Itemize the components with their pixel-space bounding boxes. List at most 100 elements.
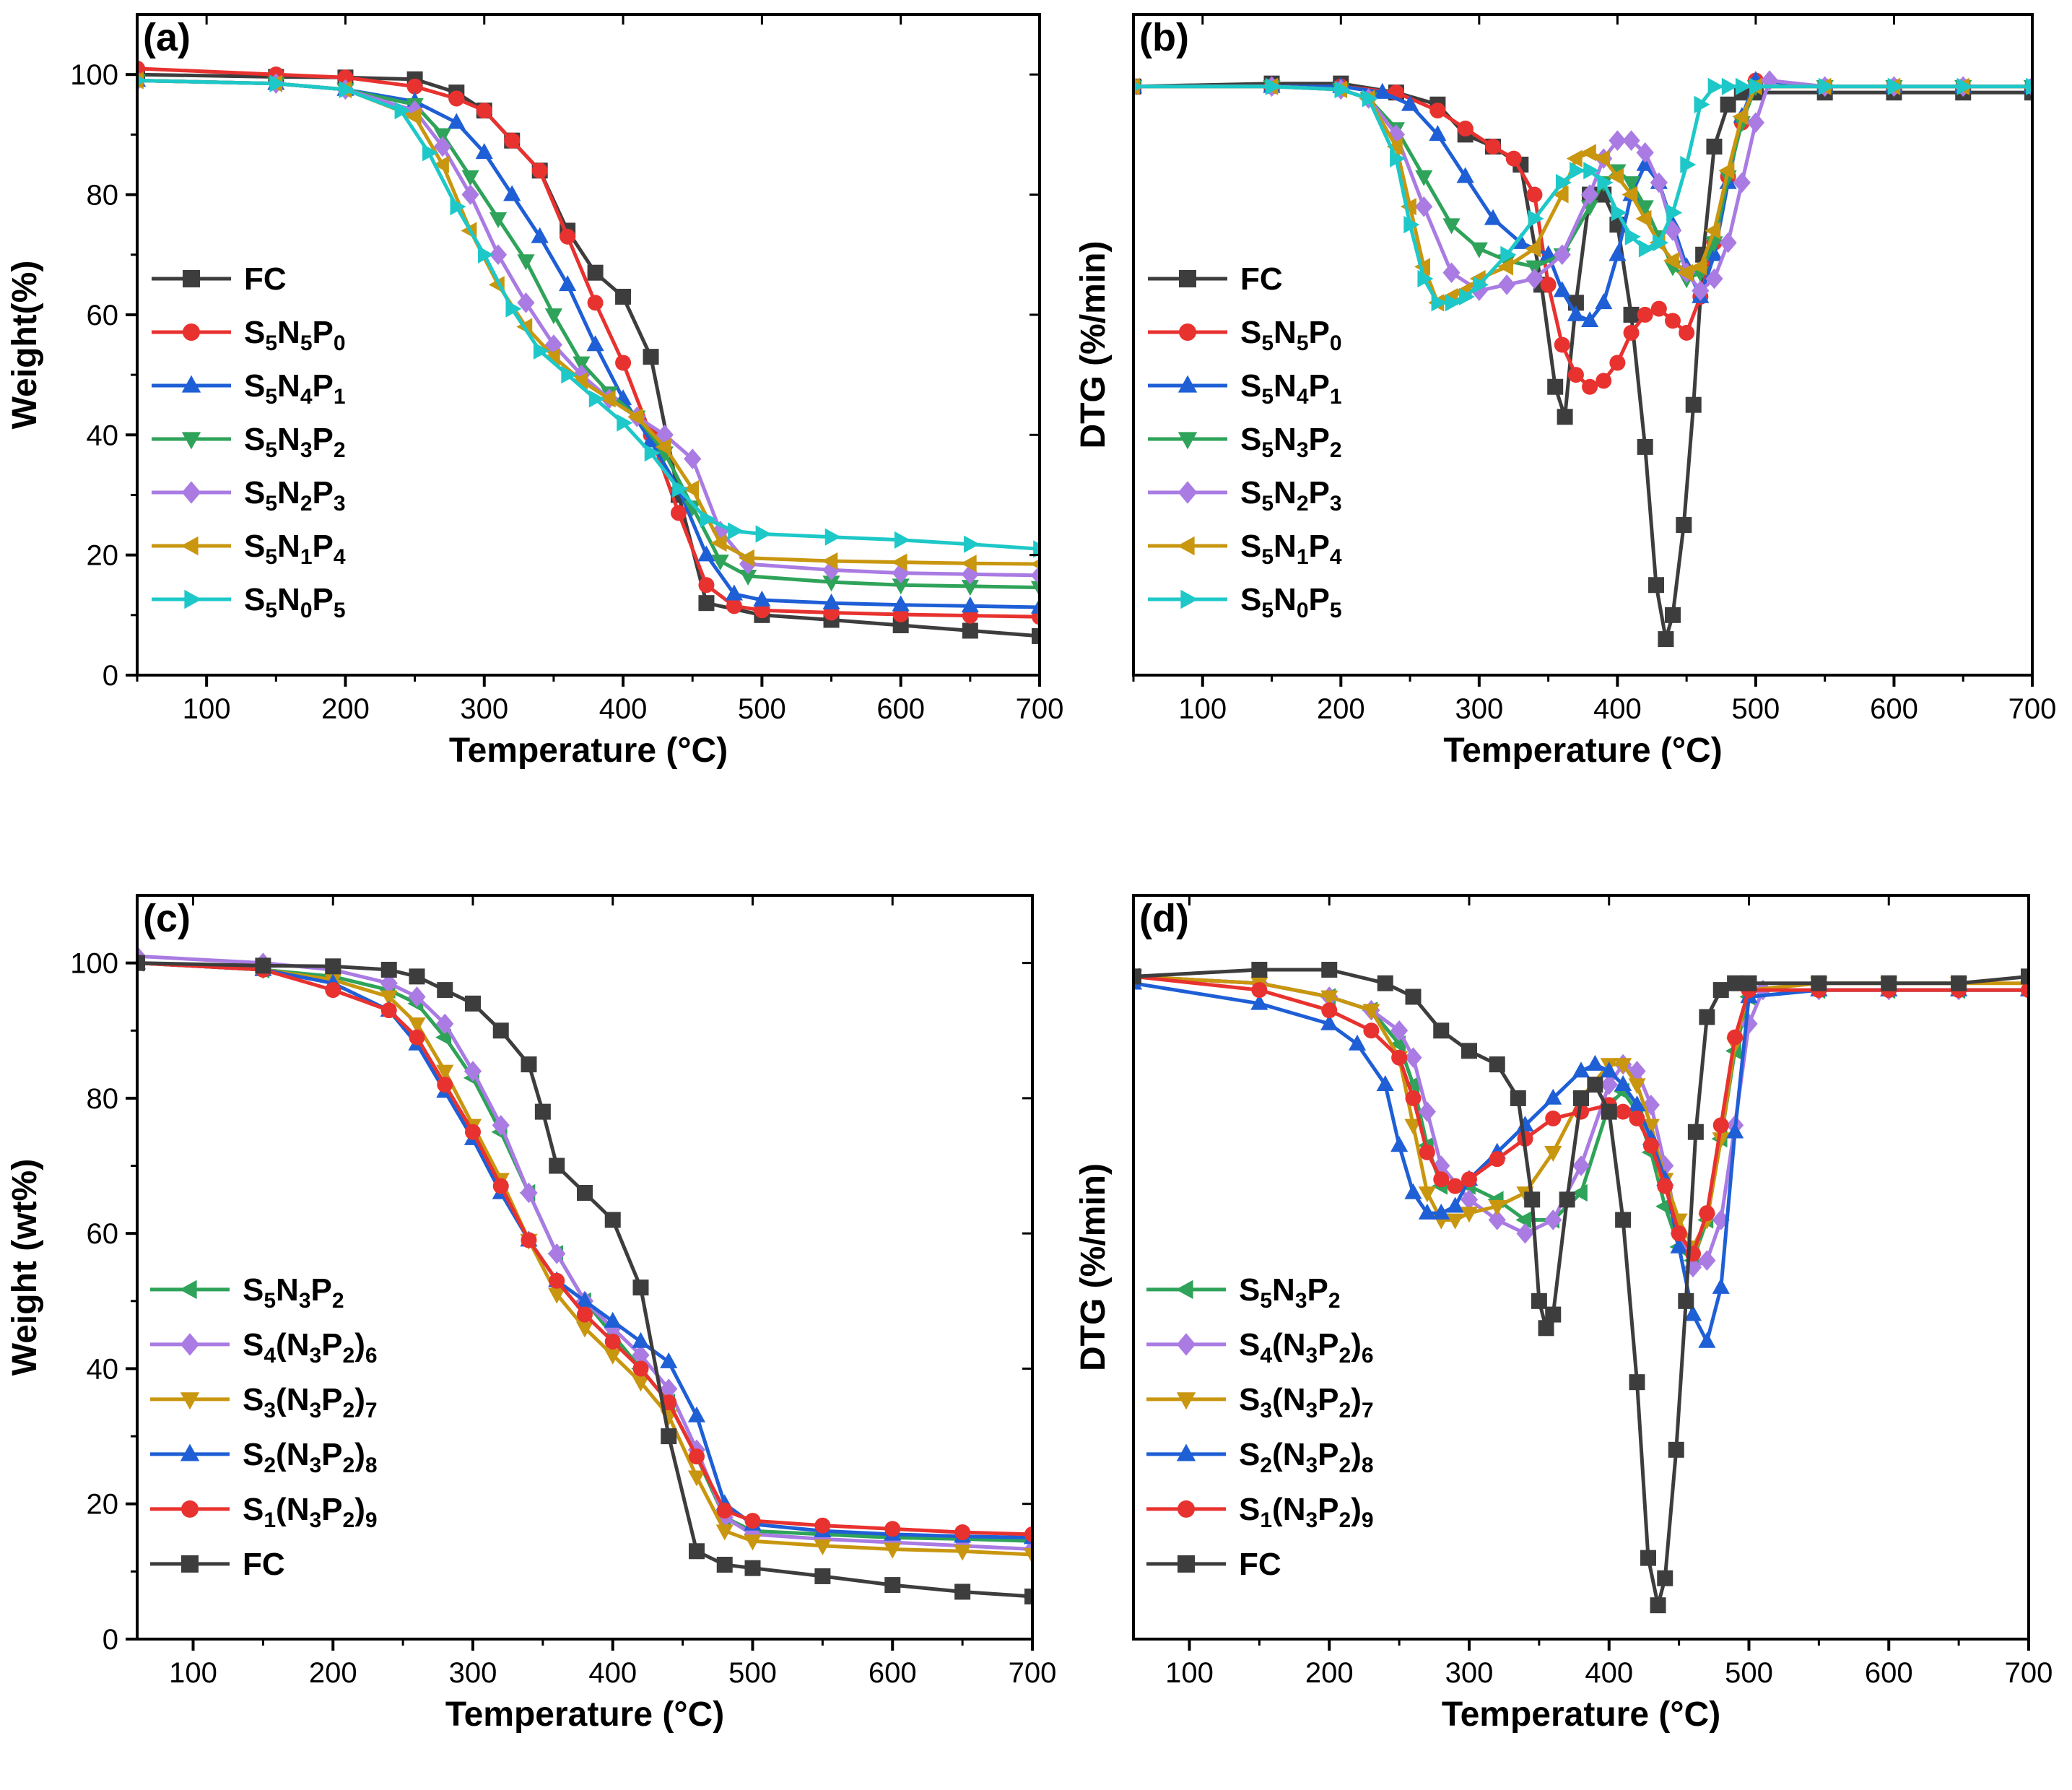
- data-point-s1-n3p2-9: [954, 1524, 971, 1541]
- data-point-fc: [1720, 96, 1736, 113]
- data-point-s5n0p5: [1458, 287, 1475, 306]
- data-point-s4-n3p2-6: [814, 1529, 832, 1550]
- series-fc: [1133, 962, 2029, 1614]
- data-point-s5n4p1: [753, 590, 771, 607]
- data-point-s5n5p0: [1567, 367, 1584, 383]
- data-point-s3-n3p2-7: [1418, 1186, 1436, 1203]
- data-point-s2-n3p2-8: [1446, 1196, 1464, 1213]
- series-s5n1p4: [137, 71, 1040, 573]
- data-point-s5n5p0: [531, 162, 548, 179]
- data-point-fc: [1559, 1191, 1575, 1208]
- panel-a: 100 200 300 400 500 600 700 0 20 40 60 80 100 Tempera…: [6, 13, 1063, 770]
- data-point-s5n3p2: [1470, 242, 1488, 258]
- data-point-s5n3p2: [684, 500, 702, 517]
- data-point-fc: [698, 595, 715, 612]
- data-point-s5n5p0: [337, 69, 354, 86]
- data-point-s1-n3p2-9: [814, 1517, 831, 1534]
- data-point-s5n0p5: [1528, 209, 1544, 227]
- data-point-fc: [1623, 306, 1640, 323]
- legend-marker-s5n1p4: [180, 536, 199, 556]
- data-point-s4-n3p2-6: [660, 1378, 678, 1399]
- data-point-s5n5p0: [504, 132, 521, 149]
- data-point-s5n5p0: [1623, 324, 1640, 341]
- data-point-fc: [1678, 1292, 1694, 1309]
- data-point-s5n4p1: [1553, 281, 1571, 297]
- data-point-s5n0p5: [1818, 77, 1834, 95]
- x-tick-label: 400: [588, 1657, 637, 1689]
- data-point-s1-n3p2-9: [380, 1002, 397, 1019]
- data-point-s5n5p0: [1485, 139, 1501, 155]
- legend-label-s5n5p0: S5​N5​P0​: [244, 315, 346, 355]
- data-point-s5n0p5: [2026, 77, 2032, 95]
- data-point-s1-n3p2-9: [1419, 1144, 1435, 1160]
- x-tick-label: 300: [1455, 693, 1503, 725]
- legend-label-fc: FC: [243, 1547, 285, 1582]
- legend-label-s5n1p4: S5​N1​P4​: [1240, 529, 1342, 569]
- data-point-fc: [1538, 1320, 1554, 1337]
- data-point-s2-n3p2-8: [1586, 1054, 1604, 1071]
- data-point-fc: [1665, 607, 1681, 623]
- plot-area: [1133, 962, 2029, 1614]
- x-axis-title: Temperature (°C): [445, 1695, 724, 1734]
- x-tick-label: 200: [321, 693, 370, 725]
- data-point-fc: [325, 958, 341, 975]
- data-point-s3-n3p2-7: [1404, 1118, 1422, 1135]
- data-point-s1-n3p2-9: [632, 1360, 649, 1377]
- legend-label-fc: FC: [1239, 1547, 1281, 1582]
- legend-item-fc: FC: [1146, 1547, 1281, 1582]
- data-point-s5n2p3: [1609, 130, 1627, 151]
- panel-d: 100 200 300 400 500 600 700 Temperature (°C) DTG…: [1074, 894, 2053, 1734]
- data-point-s5n3p2: [822, 575, 840, 592]
- data-point-s5n2p3: [1387, 124, 1406, 145]
- data-point-fc: [716, 1557, 733, 1573]
- x-tick-label: 100: [1165, 1657, 1214, 1689]
- data-point-s5n4p1: [1595, 293, 1613, 310]
- data-point-s5n1p4: [738, 549, 754, 567]
- legend-marker-fc: [1178, 1555, 1195, 1573]
- data-point-s4-n3p2-6: [744, 1524, 762, 1545]
- data-point-fc: [1587, 1077, 1603, 1093]
- series-s5n0p5: [1133, 77, 2032, 312]
- data-point-s5n2p3: [1553, 244, 1571, 266]
- data-point-s3-n3p2-7: [1642, 1118, 1660, 1135]
- data-point-s1-n3p2-9: [1447, 1178, 1463, 1194]
- data-point-s5n0p5: [755, 525, 772, 543]
- y-tick-label: 60: [87, 1218, 119, 1250]
- legend-label-s5n5p0: S5​N5​P0​: [1240, 315, 1342, 355]
- legend-item-fc: FC: [1148, 261, 1283, 297]
- data-point-s5n0p5: [1721, 77, 1738, 95]
- data-point-s1-n3p2-9: [1405, 1090, 1422, 1106]
- data-point-s1-n3p2-9: [1712, 1117, 1729, 1134]
- legend-marker-fc: [1179, 270, 1196, 287]
- data-point-s3-n3p2-7: [884, 1542, 902, 1559]
- data-point-s1-n3p2-9: [1642, 1137, 1659, 1154]
- data-point-s5n1p4: [710, 534, 727, 552]
- data-point-fc: [615, 288, 632, 305]
- legend-marker-s5n5p0: [1179, 323, 1196, 341]
- data-point-fc: [1545, 1306, 1562, 1323]
- data-point-s5n0p5: [1666, 204, 1683, 222]
- x-tick-label: 100: [183, 693, 231, 725]
- data-point-s3-n3p2-7: [436, 1064, 454, 1081]
- data-point-fc: [1032, 627, 1040, 644]
- data-point-s4-n3p2-6: [1516, 1222, 1534, 1244]
- data-point-s5n1p4: [655, 438, 671, 456]
- data-point-s3-n3p2-7: [1712, 1132, 1730, 1149]
- data-point-s5n2p3: [1746, 112, 1765, 134]
- data-point-s5n2p3: [433, 136, 452, 157]
- legend-label-s5n3p2: S5​N3​P2​: [1240, 422, 1342, 462]
- data-point-s5n0p5: [1334, 80, 1351, 99]
- legend-label-s1-n3p2-9: S1​(N3​P2​)9​: [1239, 1492, 1374, 1532]
- data-point-s1-n3p2-9: [437, 1077, 453, 1093]
- y-tick-label: 100: [70, 59, 118, 91]
- data-point-s5n5p0: [1526, 186, 1543, 203]
- data-point-fc: [1321, 962, 1338, 978]
- data-point-s3-n3p2-7: [1614, 1058, 1632, 1074]
- data-point-s3-n3p2-7: [1544, 1146, 1562, 1163]
- legend-label-s5n3p2: S5​N3​P2​: [1239, 1272, 1341, 1313]
- data-point-fc: [255, 957, 271, 974]
- data-point-s4-n3p2-6: [1600, 1074, 1618, 1095]
- legend-marker-s4-n3p2-6: [180, 1333, 200, 1356]
- data-point-s5n4p1: [559, 275, 577, 292]
- data-point-s5n1p4: [891, 553, 907, 571]
